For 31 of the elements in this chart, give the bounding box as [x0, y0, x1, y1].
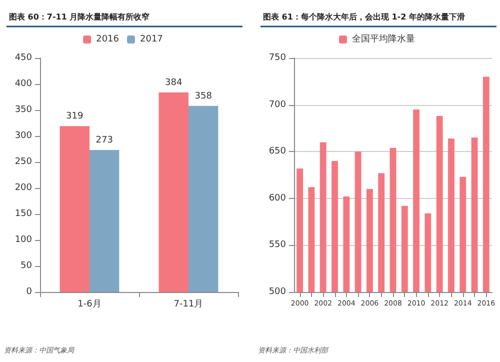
- y-tick-label: 250: [14, 157, 32, 167]
- chart-title: 图表 60：7-11 月降水量降幅有所收窄: [9, 12, 150, 22]
- y-tick-label: 100: [14, 235, 32, 245]
- bar: [90, 150, 120, 292]
- legend-label: 2017: [140, 34, 163, 44]
- y-tick-label: 0: [26, 287, 32, 297]
- y-tick-label: 550: [268, 240, 286, 250]
- y-tick-label: 150: [14, 209, 32, 219]
- y-tick-label: 750: [268, 53, 286, 63]
- legend-label: 2016: [96, 34, 120, 44]
- y-tick-label: 200: [14, 183, 32, 193]
- data-label: 384: [165, 78, 183, 88]
- x-tick-label: 1-6月: [78, 300, 102, 310]
- y-tick-label: 450: [14, 53, 32, 63]
- legend-label: 全国平均降水量: [352, 34, 415, 44]
- data-label: 273: [96, 136, 113, 146]
- bar: [60, 126, 90, 292]
- y-tick-label: 400: [14, 79, 32, 89]
- data-label: 319: [66, 112, 84, 122]
- y-tick-label: 700: [268, 100, 286, 110]
- chart-title: 图表 61：每个降水大年后，会出现 1-2 年的降水量下滑: [263, 12, 465, 22]
- y-tick-label: 600: [268, 193, 286, 204]
- y-tick-label: 50: [20, 261, 32, 271]
- data-label: 358: [194, 91, 212, 102]
- y-tick-label: 350: [14, 105, 32, 115]
- bar: [158, 92, 188, 292]
- y-tick-label: 650: [268, 146, 286, 157]
- y-tick-label: 300: [14, 131, 32, 141]
- x-tick-label: 7-11月: [174, 300, 204, 310]
- y-tick-label: 500: [268, 287, 286, 297]
- bar: [188, 106, 218, 292]
